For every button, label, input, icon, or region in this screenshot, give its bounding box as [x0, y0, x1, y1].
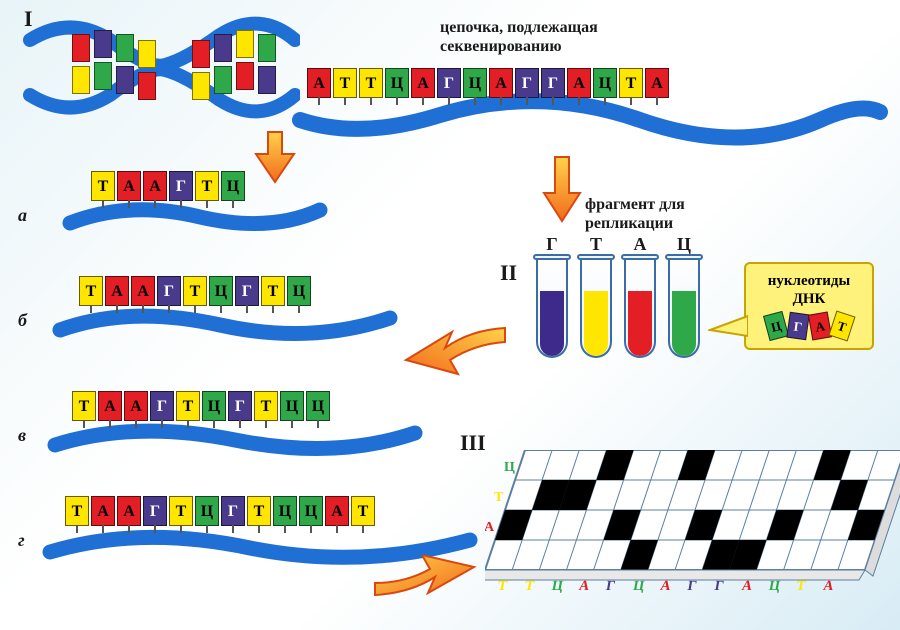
test-tube: Ц: [668, 258, 700, 358]
caption-replication: фрагмент для репликации: [585, 195, 685, 233]
nucleotide: Г: [221, 496, 245, 526]
callout-text: нуклеотиды ДНК: [760, 272, 858, 308]
nucleotide: А: [645, 68, 669, 98]
nucleotide: А: [143, 171, 167, 201]
svg-text:Ц: Ц: [504, 460, 515, 475]
nucleotide: Т: [169, 496, 193, 526]
nucleotide: Ц: [209, 276, 233, 306]
nucleotide: Т: [351, 496, 375, 526]
nucleotide: Т: [247, 496, 271, 526]
nucleotide: Г: [157, 276, 181, 306]
frag-g-label: г: [18, 530, 25, 551]
nucleotide: Г: [235, 276, 259, 306]
nucleotide: Т: [65, 496, 89, 526]
frag-v-label: в: [18, 425, 26, 446]
nucleotide: А: [105, 276, 129, 306]
arrow-down-2: [540, 155, 584, 230]
nucleotide: Т: [79, 276, 103, 306]
nucleotide: Т: [195, 171, 219, 201]
nucleotide: Г: [150, 391, 174, 421]
test-tube: Г: [536, 258, 568, 358]
nucleotide: Г: [541, 68, 565, 98]
nucleotide: Т: [619, 68, 643, 98]
sequencing-gel: ЦТАГАТТЦАГЦАГГАЦТА: [485, 450, 900, 625]
svg-text:А: А: [485, 520, 495, 535]
nucleotide: Т: [91, 171, 115, 201]
template-strand: АТТЦАГЦАГГАЦТА: [300, 70, 880, 150]
nucleotides-callout: нуклеотиды ДНК ЦГАТ: [744, 262, 874, 350]
nucleotide: Ц: [306, 391, 330, 421]
nucleotide: Ц: [221, 171, 245, 201]
nucleotide: Ц: [280, 391, 304, 421]
frag-a-label: а: [18, 205, 27, 226]
nucleotide: Т: [359, 68, 383, 98]
frag-b-label: б: [18, 310, 27, 331]
test-tubes: Г Т А Ц: [530, 258, 706, 363]
arrow-left: [400, 320, 510, 385]
stage-2-label: II: [500, 260, 517, 286]
nucleotide: А: [98, 391, 122, 421]
svg-text:Т: Т: [494, 490, 504, 505]
nucleotide: Ц: [385, 68, 409, 98]
nucleotide: А: [117, 496, 141, 526]
nucleotide: А: [131, 276, 155, 306]
nucleotide: Т: [333, 68, 357, 98]
nucleotide: А: [489, 68, 513, 98]
arrow-down-1: [250, 130, 300, 190]
gel-grid: ЦТАГАТТЦАГЦАГГАЦТА: [485, 450, 900, 620]
nucleotide: А: [307, 68, 331, 98]
dna-double-helix: [20, 10, 300, 120]
nucleotide: А: [567, 68, 591, 98]
nucleotide: А: [91, 496, 115, 526]
nucleotide: Т: [183, 276, 207, 306]
caption-sequencing: цепочка, подлежащая секвенированию: [440, 18, 598, 56]
nucleotide: Ц: [299, 496, 323, 526]
nucleotide: Т: [176, 391, 200, 421]
nucleotide: Г: [515, 68, 539, 98]
nucleotide: Ц: [287, 276, 311, 306]
test-tube: Т: [580, 258, 612, 358]
stage-3-label: III: [460, 430, 486, 456]
nucleotide: Ц: [273, 496, 297, 526]
nucleotide: Г: [169, 171, 193, 201]
fragment-v: ТААГТЦГТЦЦ: [55, 395, 415, 470]
test-tube: А: [624, 258, 656, 358]
nucleotide: Ц: [463, 68, 487, 98]
nucleotide: Т: [254, 391, 278, 421]
nucleotide: Г: [228, 391, 252, 421]
nucleotide: А: [325, 496, 349, 526]
nucleotide: А: [411, 68, 435, 98]
arrow-right: [370, 555, 480, 615]
nucleotide: Ц: [593, 68, 617, 98]
nucleotide: А: [117, 171, 141, 201]
nucleotide: Г: [437, 68, 461, 98]
fragment-b: ТААГТЦГТЦ: [60, 280, 390, 355]
nucleotide: А: [124, 391, 148, 421]
nucleotide: Ц: [202, 391, 226, 421]
nucleotide: Т: [72, 391, 96, 421]
nucleotide: Г: [143, 496, 167, 526]
nucleotide: Т: [261, 276, 285, 306]
nucleotide: Ц: [195, 496, 219, 526]
